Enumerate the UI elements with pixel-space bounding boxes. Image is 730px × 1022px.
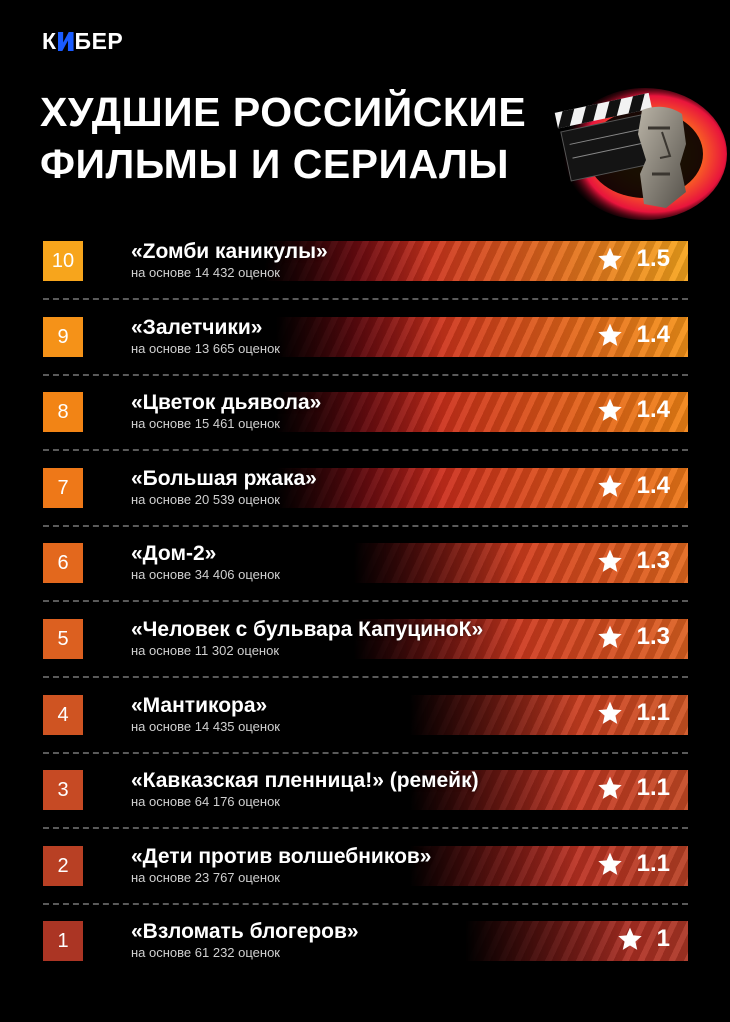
star-icon [597,474,622,497]
rank-badge: 6 [43,543,83,583]
brand-logo-mark-icon [57,32,74,51]
clapperboard-moai-icon [554,88,727,220]
star-icon [597,701,622,724]
star-icon [597,625,622,648]
rating-bar [131,543,688,583]
rating-bar [131,921,688,961]
ranking-row: 10 «Zомби каникулы» на основе 14 432 оцено… [43,240,688,281]
star-icon [597,247,622,270]
page-title-line-1: ХУДШИЕ РОССИЙСКИЕ [40,89,527,135]
rating-number: 1.4 [636,472,670,499]
rank-badge: 3 [43,770,83,810]
rating-number: 1.1 [636,850,670,877]
row-divider [43,903,688,905]
row-divider [43,752,688,754]
star-icon [597,549,622,572]
star-icon [597,398,622,421]
votes-count: на основе 64 176 оценок [131,794,280,809]
rating-value: 1.1 [597,699,670,727]
rating-bar [131,468,688,508]
rank-badge: 2 [43,846,83,886]
rating-number: 1 [656,925,670,952]
rank-badge: 9 [43,317,83,357]
ranking-row: 8 «Цветок дьявола» на основе 15 461 оценок… [43,391,688,432]
rating-number: 1.5 [636,245,670,272]
rating-number: 1.3 [636,547,670,574]
ranking-row: 2 «Дети против волшебников» на основе 23 7… [43,845,688,886]
rating-value: 1.3 [597,623,670,651]
brand-logo: К БЕР [42,28,123,55]
rating-number: 1.4 [636,396,670,423]
title-name: «Кавказская пленница!» (ремейк) [131,769,479,792]
title-name: «Человек с бульвара КапуциноК» [131,618,484,641]
ranking-row: 3 «Кавказская пленница!» (ремейк) на основ… [43,769,688,810]
star-icon [617,927,642,950]
title-name: «Цветок дьявола» [131,391,322,414]
rating-value: 1.1 [597,774,670,802]
rank-badge: 5 [43,619,83,659]
title-name: «Дом-2» [131,542,217,565]
brand-logo-post: БЕР [74,28,124,54]
row-divider [43,449,688,451]
row-divider [43,676,688,678]
title-name: «Мантикора» [131,694,268,717]
rank-badge: 4 [43,695,83,735]
ranking-row: 4 «Мантикора» на основе 14 435 оценок 1.1 [43,694,688,735]
ranking-row: 5 «Человек с бульвара КапуциноК» на основе… [43,618,688,659]
rating-number: 1.3 [636,623,670,650]
rank-badge: 10 [43,241,83,281]
row-divider [43,827,688,829]
title-name: «Большая ржака» [131,467,317,490]
page-title: ХУДШИЕ РОССИЙСКИЕ ФИЛЬМЫ И СЕРИАЛЫ [40,86,526,190]
votes-count: на основе 34 406 оценок [131,567,280,582]
rating-bar [131,846,688,886]
ranking-row: 7 «Большая ржака» на основе 20 539 оценок 1… [43,467,688,508]
rating-bar [131,317,688,357]
votes-count: на основе 11 302 оценок [131,643,280,658]
brand-logo-pre: К [42,28,57,54]
rating-value: 1.4 [597,396,670,424]
row-divider [43,298,688,300]
row-divider [43,525,688,527]
votes-count: на основе 61 232 оценок [131,945,280,960]
rating-value: 1.5 [597,245,670,273]
votes-count: на основе 14 432 оценок [131,265,280,280]
votes-count: на основе 13 665 оценок [131,341,280,356]
rating-value: 1.1 [597,850,670,878]
title-name: «Взломать блогеров» [131,920,359,943]
rank-badge: 8 [43,392,83,432]
title-name: «Залетчики» [131,316,263,339]
votes-count: на основе 20 539 оценок [131,492,280,507]
ranking-row: 1 «Взломать блогеров» на основе 61 232 оце… [43,920,688,961]
rating-value: 1.4 [597,321,670,349]
rating-value: 1.3 [597,547,670,575]
rating-bar [131,695,688,735]
page-title-line-2: ФИЛЬМЫ И СЕРИАЛЫ [40,141,510,187]
rank-badge: 1 [43,921,83,961]
rating-bar [131,770,688,810]
rating-value: 1 [617,925,670,953]
row-divider [43,600,688,602]
rating-value: 1.4 [597,472,670,500]
rating-bar [131,392,688,432]
star-icon [597,323,622,346]
row-divider [43,374,688,376]
votes-count: на основе 14 435 оценок [131,719,280,734]
rating-bar [131,619,688,659]
title-name: «Дети против волшебников» [131,845,432,868]
rating-number: 1.1 [636,774,670,801]
ranking-row: 6 «Дом-2» на основе 34 406 оценок 1.3 [43,542,688,583]
rating-number: 1.4 [636,321,670,348]
star-icon [597,852,622,875]
rating-number: 1.1 [636,699,670,726]
votes-count: на основе 23 767 оценок [131,870,280,885]
ranking-row: 9 «Залетчики» на основе 13 665 оценок 1.4 [43,316,688,357]
votes-count: на основе 15 461 оценок [131,416,280,431]
rank-badge: 7 [43,468,83,508]
rating-bar [131,241,688,281]
title-name: «Zомби каникулы» [131,240,328,263]
star-icon [597,776,622,799]
